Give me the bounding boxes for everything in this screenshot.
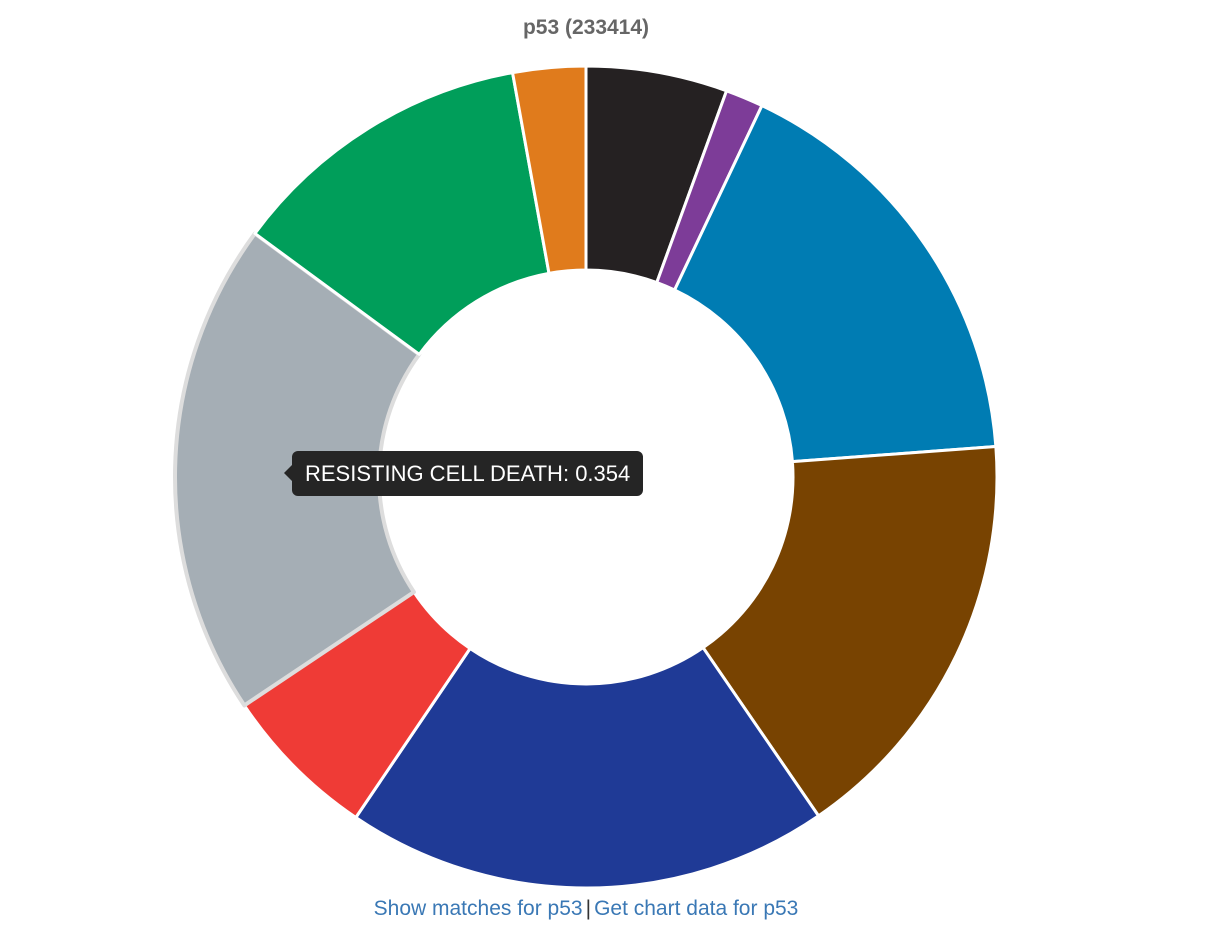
chart-title: p53 (233414) — [522, 16, 650, 39]
tooltip-value: 0.354 — [575, 461, 631, 486]
tooltip-arrow — [284, 465, 292, 481]
tooltip-label: RESISTING CELL DEATH — [305, 461, 563, 486]
donut-slice-8[interactable] — [253, 71, 551, 356]
show-matches-link[interactable]: Show matches for p53 — [373, 897, 583, 920]
link-separator: | — [585, 897, 592, 920]
donut-slice-4[interactable] — [701, 444, 999, 818]
slice-tooltip: RESISTING CELL DEATH: 0.354 — [284, 451, 644, 496]
footer-links: Show matches for p53 | Get chart data for … — [0, 897, 1172, 921]
donut-slice-3[interactable] — [673, 104, 998, 464]
tooltip-separator: : — [562, 461, 576, 486]
get-chart-data-link[interactable]: Get chart data for p53 — [594, 897, 799, 920]
donut-slice-5[interactable] — [354, 646, 821, 890]
donut-slice-9[interactable] — [511, 64, 588, 275]
